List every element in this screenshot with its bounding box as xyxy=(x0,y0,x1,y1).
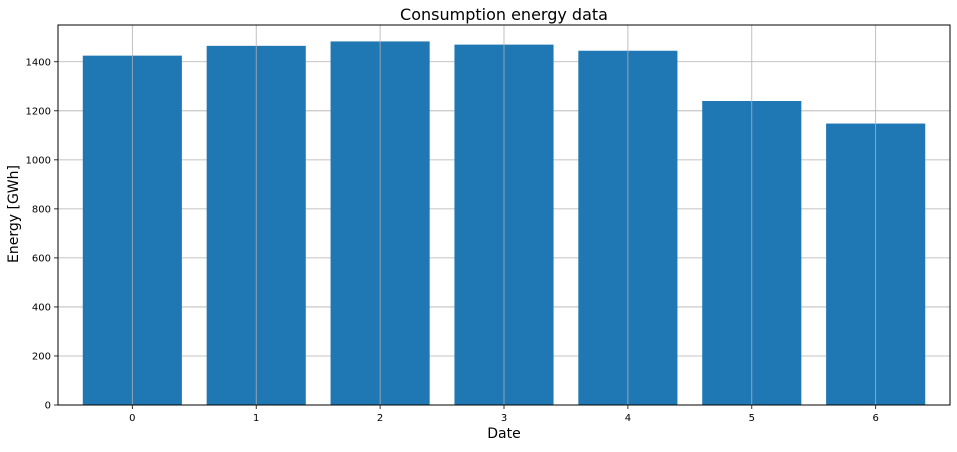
vertical-grid-lines xyxy=(131,25,877,405)
x-axis-ticks: 0 1 2 3 4 5 6 xyxy=(129,405,879,424)
y-axis-label: Energy [GWh] xyxy=(6,165,22,263)
y-tick-label: 1000 xyxy=(26,155,51,166)
y-axis-ticks: 0 200 400 600 800 1000 1200 1400 xyxy=(26,57,58,412)
x-tick-label: 4 xyxy=(625,413,631,424)
y-tick-label: 200 xyxy=(32,351,51,362)
x-tick-label: 3 xyxy=(501,413,507,424)
y-tick-label: 1400 xyxy=(26,57,51,68)
x-tick-label: 5 xyxy=(749,413,755,424)
y-tick-label: 0 xyxy=(45,401,51,412)
y-tick-label: 1200 xyxy=(26,106,51,117)
chart-title: Consumption energy data xyxy=(400,5,608,24)
x-tick-label: 2 xyxy=(377,413,383,424)
x-tick-label: 1 xyxy=(253,413,259,424)
x-tick-label: 6 xyxy=(872,413,878,424)
x-axis-label: Date xyxy=(487,426,520,442)
y-tick-label: 400 xyxy=(32,302,51,313)
y-tick-label: 600 xyxy=(32,253,51,264)
x-tick-label: 0 xyxy=(129,413,135,424)
y-tick-label: 800 xyxy=(32,204,51,215)
